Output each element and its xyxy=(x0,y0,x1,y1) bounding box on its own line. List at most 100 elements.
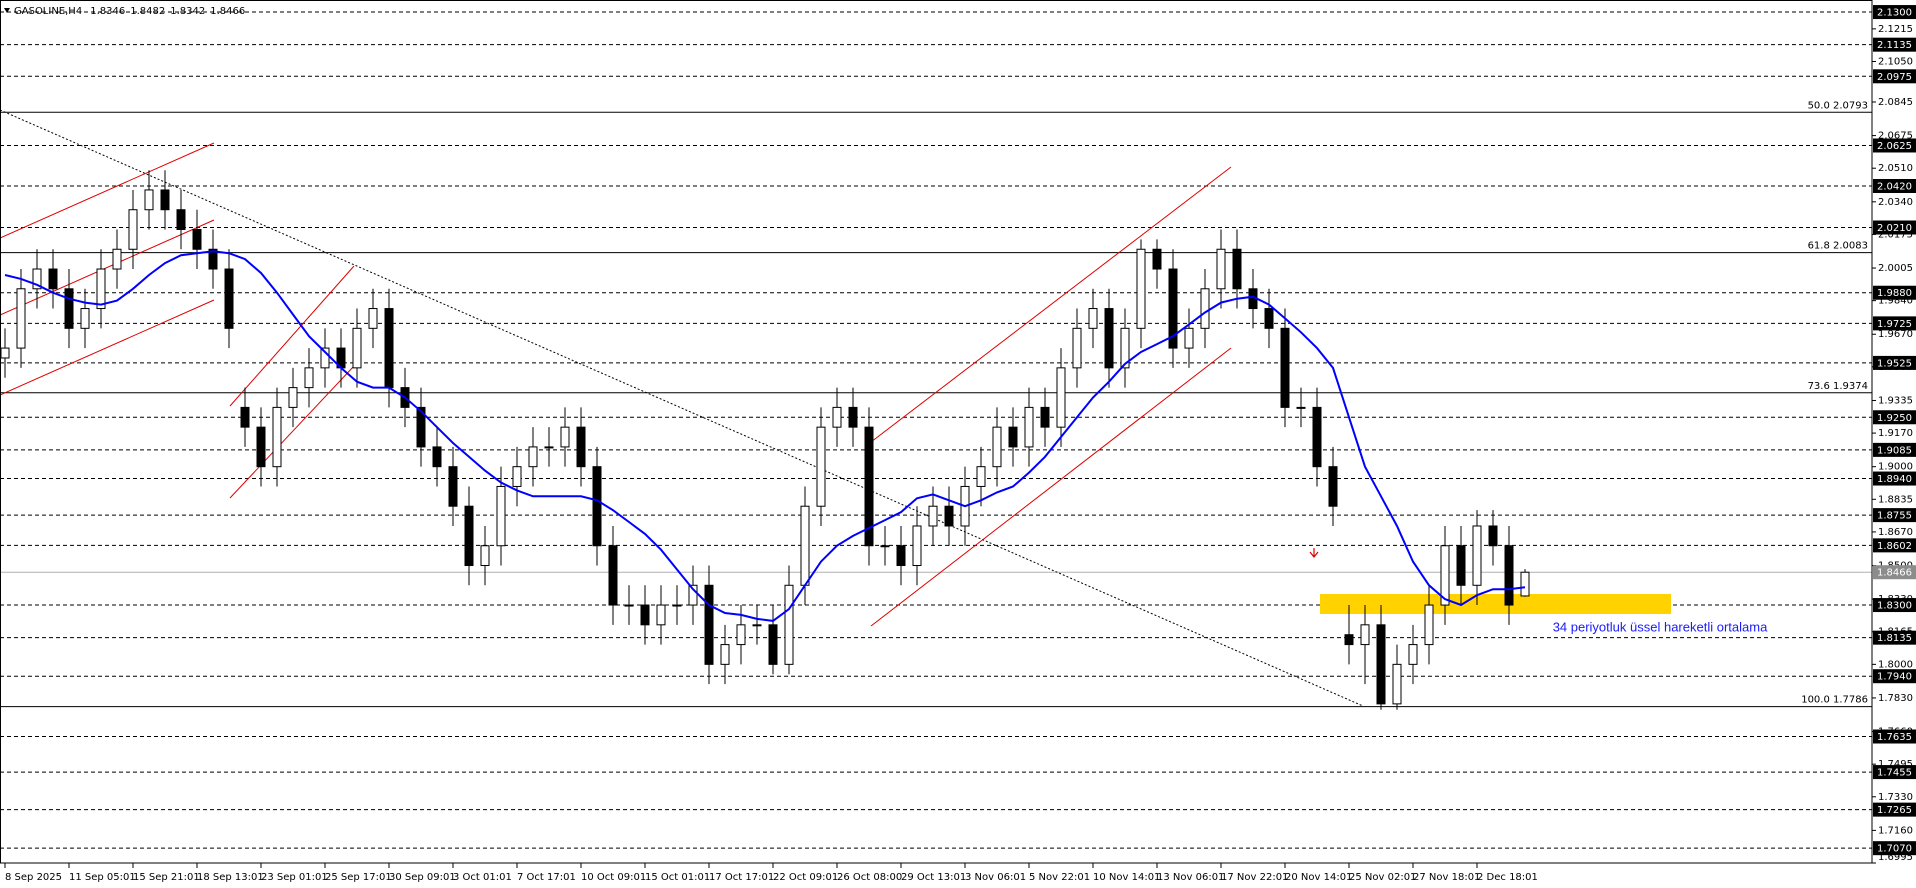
candle-body xyxy=(1040,406,1050,428)
candle-body xyxy=(1296,406,1306,409)
x-tick-label: 22 Oct 09:01 xyxy=(773,872,838,883)
fib-label: 100.0 1.7786 xyxy=(1801,695,1868,706)
candle-body xyxy=(1424,604,1434,646)
ema-annotation: 34 periyotluk üssel hareketli ortalama xyxy=(1553,619,1768,634)
candle-body xyxy=(1520,571,1530,597)
level-box xyxy=(1873,410,1916,425)
level-box xyxy=(1873,802,1916,817)
y-tick-label: 1.9335 xyxy=(1878,395,1913,406)
candle-body xyxy=(1216,248,1226,290)
candle-body xyxy=(1392,663,1402,705)
x-tick-label: 26 Oct 08:00 xyxy=(837,872,902,883)
y-tick-label: 2.0340 xyxy=(1878,197,1913,208)
y-tick-label: 1.9840 xyxy=(1878,296,1913,307)
level-label: 1.8940 xyxy=(1877,474,1912,485)
candle-body xyxy=(736,624,746,646)
candle-body xyxy=(1152,248,1162,270)
candle-body xyxy=(1504,545,1514,606)
level-label: 2.1300 xyxy=(1877,8,1912,19)
candle-body xyxy=(1008,426,1018,448)
x-tick-label: 8 Sep 2025 xyxy=(5,872,62,883)
candle-body xyxy=(464,505,474,567)
x-tick-label: 29 Oct 13:01 xyxy=(901,872,966,883)
candle-body xyxy=(48,268,58,290)
candle-body xyxy=(128,209,138,250)
x-tick-label: 3 Nov 06:01 xyxy=(965,872,1026,883)
arrow-marker xyxy=(1309,548,1319,558)
candle-body xyxy=(512,466,522,487)
channel-line xyxy=(870,347,1232,627)
candle-body xyxy=(864,426,874,547)
candle-body xyxy=(272,406,282,468)
level-label: 1.8602 xyxy=(1877,541,1912,552)
level-box xyxy=(1873,355,1916,370)
level-box xyxy=(1873,138,1916,153)
channel-line xyxy=(870,166,1232,443)
candle-body xyxy=(528,446,538,468)
y-tick-label: 1.9000 xyxy=(1878,462,1913,473)
candle-body xyxy=(976,466,986,487)
x-tick-label: 17 Nov 22:01 xyxy=(1221,872,1288,883)
y-tick-label: 1.8670 xyxy=(1878,527,1913,538)
candle-body xyxy=(1312,406,1322,468)
candle-body xyxy=(112,248,122,270)
fib-label: 50.0 2.0793 xyxy=(1808,100,1868,111)
candle-body xyxy=(1328,466,1338,507)
x-tick-label: 25 Sep 17:01 xyxy=(325,872,392,883)
y-tick-label: 2.1050 xyxy=(1878,56,1913,67)
candle-body xyxy=(1280,327,1290,408)
candle-body xyxy=(704,584,714,665)
x-tick-label: 30 Sep 09:01 xyxy=(389,872,456,883)
candle-body xyxy=(416,406,426,448)
channel-line xyxy=(0,299,215,396)
candle-body xyxy=(0,347,10,359)
candle-body xyxy=(1376,624,1386,705)
level-label: 2.0975 xyxy=(1877,72,1912,83)
x-tick-label: 25 Nov 02:01 xyxy=(1349,872,1416,883)
level-box xyxy=(1873,220,1916,235)
collapse-icon xyxy=(4,8,10,13)
level-label: 1.9085 xyxy=(1877,445,1912,456)
level-label: 1.9525 xyxy=(1877,358,1912,369)
candle-body xyxy=(1232,248,1242,290)
level-box xyxy=(1873,471,1916,486)
x-tick-label: 18 Sep 13:01 xyxy=(197,872,264,883)
x-tick-label: 15 Sep 21:01 xyxy=(133,872,200,883)
x-tick-label: 3 Oct 01:01 xyxy=(453,872,512,883)
candle-body xyxy=(896,545,906,567)
candle-body xyxy=(16,288,26,349)
level-label: 1.7265 xyxy=(1877,805,1912,816)
chart-header: GASOLINE,H4 1.8346 1.8482 1.8342 1.8466 xyxy=(14,6,245,17)
level-label: 1.7070 xyxy=(1877,844,1912,855)
level-label: 2.0210 xyxy=(1877,223,1912,234)
channel-line xyxy=(229,365,355,499)
candle-body xyxy=(1488,525,1498,547)
header-high: 1.8482 xyxy=(130,6,165,17)
candle-body xyxy=(368,308,378,329)
level-label: 1.7635 xyxy=(1877,732,1912,743)
candle-body xyxy=(240,406,250,428)
header-low: 1.8342 xyxy=(170,6,205,17)
x-tick-label: 7 Oct 17:01 xyxy=(517,872,576,883)
level-box xyxy=(1873,841,1916,856)
channel-line xyxy=(0,219,215,316)
candle-body xyxy=(1472,525,1482,586)
x-tick-label: 17 Oct 17:01 xyxy=(709,872,774,883)
candle-body xyxy=(1024,406,1034,448)
time-axis-bg xyxy=(0,863,1872,888)
candle-body xyxy=(80,308,90,329)
level-box xyxy=(1873,729,1916,744)
overlay-layer: GASOLINE,H4 1.8346 1.8482 1.8342 1.8466 34 p… xyxy=(4,6,1768,634)
chart-title: GASOLINE,H4 xyxy=(14,6,82,17)
candle-body xyxy=(1120,327,1130,369)
y-tick-label: 2.0675 xyxy=(1878,131,1913,142)
candle-body xyxy=(1104,308,1114,369)
level-label: 1.8755 xyxy=(1877,511,1912,522)
candle-body xyxy=(1456,545,1466,586)
level-label: 1.8135 xyxy=(1877,633,1912,644)
level-label: 1.7940 xyxy=(1877,672,1912,683)
candle-body xyxy=(560,426,570,448)
header-open: 1.8346 xyxy=(90,6,125,17)
